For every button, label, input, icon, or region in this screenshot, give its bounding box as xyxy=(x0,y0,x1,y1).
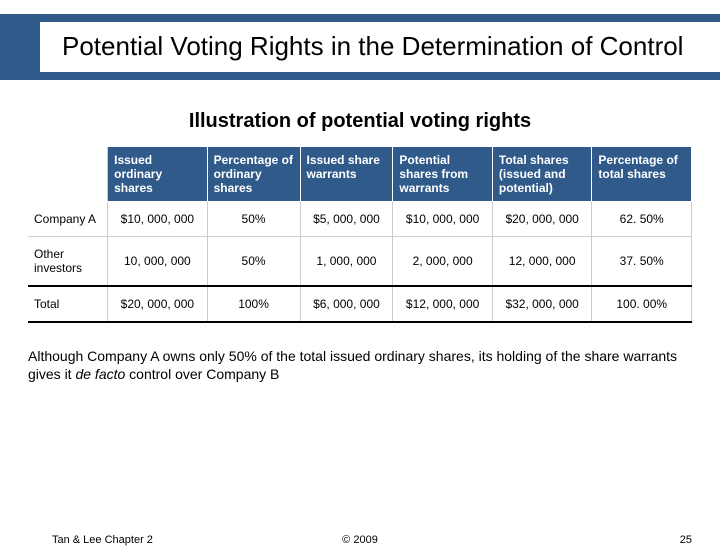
table-cell: 62. 50% xyxy=(592,201,692,236)
table-header: Percentage of total shares xyxy=(592,147,692,202)
table-cell: $6, 000, 000 xyxy=(300,286,393,322)
table-cell: $12, 000, 000 xyxy=(393,286,493,322)
row-label: Other investors xyxy=(28,236,108,286)
caption-post: control over Company B xyxy=(125,366,279,382)
table-cell: 50% xyxy=(207,201,300,236)
table-header-row: Issued ordinary shares Percentage of ord… xyxy=(28,147,692,202)
table-cell: 10, 000, 000 xyxy=(108,236,208,286)
page-title: Potential Voting Rights in the Determina… xyxy=(62,32,698,62)
title-bar: Potential Voting Rights in the Determina… xyxy=(0,14,720,80)
table-cell: 50% xyxy=(207,236,300,286)
table-header: Percentage of ordinary shares xyxy=(207,147,300,202)
table-cell: 12, 000, 000 xyxy=(492,236,592,286)
table-cell: $10, 000, 000 xyxy=(108,201,208,236)
table-header: Issued share warrants xyxy=(300,147,393,202)
row-label: Company A xyxy=(28,201,108,236)
table-cell: $32, 000, 000 xyxy=(492,286,592,322)
table-header: Potential shares from warrants xyxy=(393,147,493,202)
table-row-total: Total $20, 000, 000 100% $6, 000, 000 $1… xyxy=(28,286,692,322)
caption-emphasis: de facto xyxy=(75,366,125,382)
table-cell: $20, 000, 000 xyxy=(108,286,208,322)
table-cell: $10, 000, 000 xyxy=(393,201,493,236)
table-container: Issued ordinary shares Percentage of ord… xyxy=(0,147,720,323)
table-header-blank xyxy=(28,147,108,202)
table-header: Total shares (issued and potential) xyxy=(492,147,592,202)
footer-center: © 2009 xyxy=(342,534,378,546)
table-row: Other investors 10, 000, 000 50% 1, 000,… xyxy=(28,236,692,286)
table-cell: 37. 50% xyxy=(592,236,692,286)
table-cell: 100% xyxy=(207,286,300,322)
footer-left: Tan & Lee Chapter 2 xyxy=(52,534,153,546)
subtitle: Illustration of potential voting rights xyxy=(0,110,720,133)
table-cell: $20, 000, 000 xyxy=(492,201,592,236)
footer-right: 25 xyxy=(680,534,692,546)
title-box: Potential Voting Rights in the Determina… xyxy=(40,22,720,72)
footer: Tan & Lee Chapter 2 © 2009 25 xyxy=(0,534,720,546)
table-cell: 1, 000, 000 xyxy=(300,236,393,286)
voting-rights-table: Issued ordinary shares Percentage of ord… xyxy=(28,147,692,323)
row-label: Total xyxy=(28,286,108,322)
table-row: Company A $10, 000, 000 50% $5, 000, 000… xyxy=(28,201,692,236)
table-cell: 2, 000, 000 xyxy=(393,236,493,286)
table-cell: 100. 00% xyxy=(592,286,692,322)
caption: Although Company A owns only 50% of the … xyxy=(28,347,692,383)
table-cell: $5, 000, 000 xyxy=(300,201,393,236)
table-header: Issued ordinary shares xyxy=(108,147,208,202)
